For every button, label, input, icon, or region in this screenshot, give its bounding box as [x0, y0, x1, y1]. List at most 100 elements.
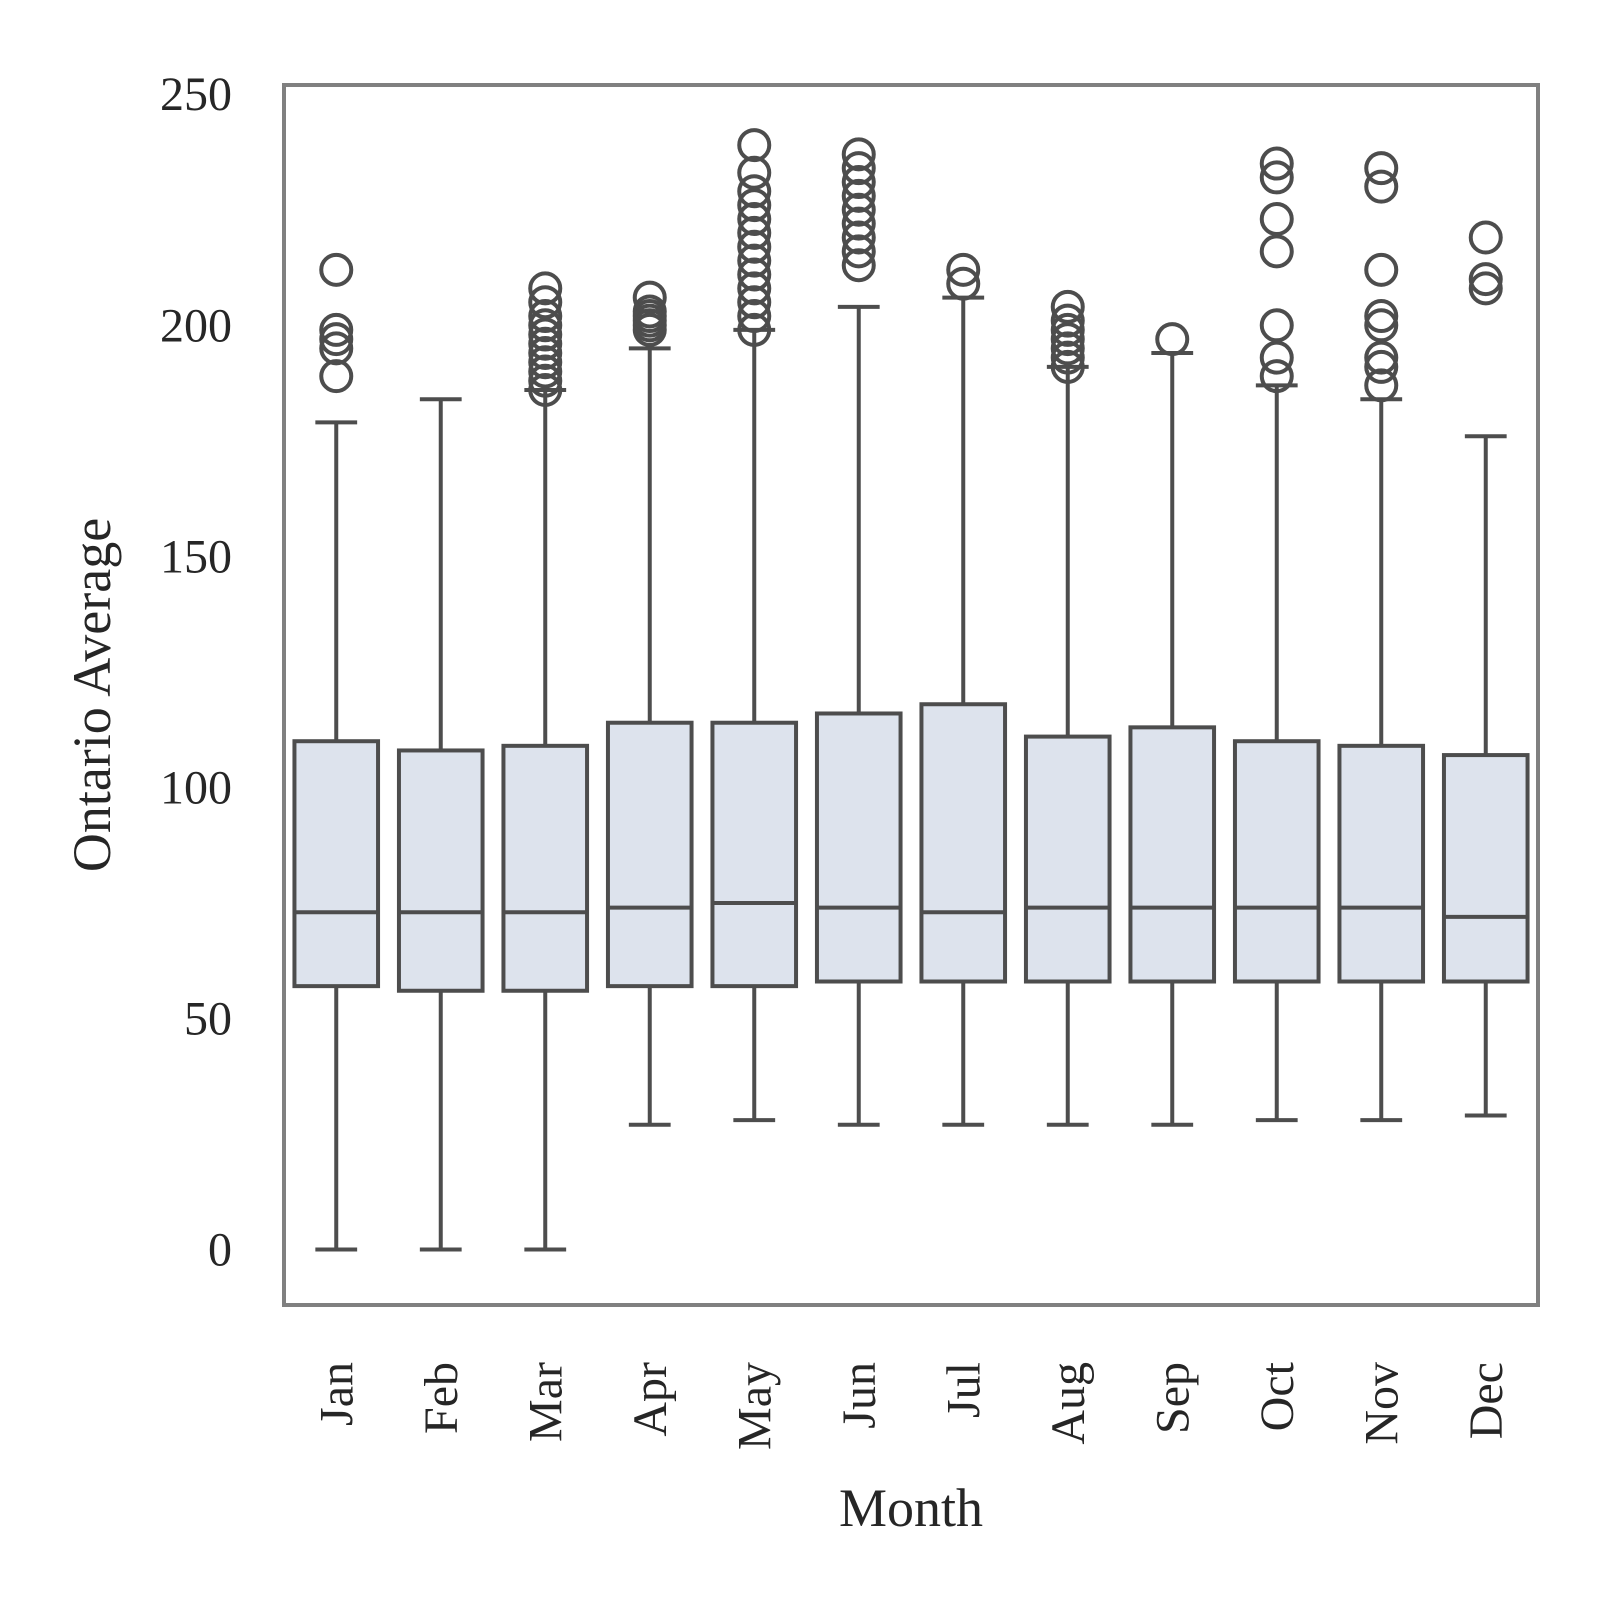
iqr-box: [1023, 734, 1112, 984]
outlier-point: [841, 165, 876, 200]
outlier-point: [841, 220, 876, 255]
outlier-point: [946, 252, 981, 287]
box-group: [605, 280, 694, 1127]
box-group: [1023, 289, 1112, 1127]
y-tick-label: 50: [184, 992, 232, 1045]
iqr-box: [919, 702, 1008, 984]
y-tick-labels: 0 50 100 150 200 250: [160, 68, 232, 1276]
iqr-box: [1128, 725, 1217, 984]
outlier-point: [1364, 169, 1399, 204]
outlier-point: [528, 299, 563, 334]
x-tick-label: Sep: [1146, 1362, 1199, 1434]
outlier-point: [319, 312, 354, 347]
x-tick-label: Nov: [1355, 1362, 1408, 1445]
x-tick-label: Dec: [1460, 1362, 1513, 1439]
outlier-point: [841, 192, 876, 227]
outlier-point: [528, 271, 563, 306]
x-tick-label: Apr: [624, 1362, 677, 1437]
outlier-point: [1259, 308, 1294, 343]
box-group: [710, 128, 799, 1123]
outlier-point: [1050, 289, 1085, 324]
outlier-point: [1364, 368, 1399, 403]
outlier-point: [1364, 299, 1399, 334]
outlier-point: [319, 331, 354, 366]
outlier-point: [737, 312, 772, 347]
boxes-layer: [292, 128, 1530, 1252]
outlier-point: [1050, 303, 1085, 338]
outlier-point: [737, 299, 772, 334]
outlier-point: [1259, 202, 1294, 237]
outlier-point: [1364, 252, 1399, 287]
outlier-point: [1259, 234, 1294, 269]
x-tick-label: Oct: [1251, 1361, 1304, 1431]
iqr-box: [605, 720, 694, 989]
x-tick-label: Jul: [937, 1362, 990, 1418]
outlier-point: [1050, 349, 1085, 384]
outlier-point: [528, 354, 563, 389]
outlier-point: [737, 215, 772, 250]
y-tick-label: 0: [208, 1224, 232, 1277]
outlier-point: [1050, 340, 1085, 375]
outlier-point: [737, 285, 772, 320]
outlier-point: [1468, 220, 1503, 255]
plot-frame: [282, 83, 1540, 1307]
iqr-box: [396, 748, 485, 993]
outlier-point: [1259, 160, 1294, 195]
outlier-point: [737, 271, 772, 306]
outlier-point: [737, 229, 772, 264]
x-tick-labels: Jan Feb Mar Apr May Jun Jul Aug Sep Oct Nov Dec: [310, 1361, 1513, 1450]
iqr-box: [501, 743, 590, 993]
outlier-point: [737, 243, 772, 278]
outlier-point: [1050, 331, 1085, 366]
outlier-point: [737, 128, 772, 163]
outlier-point: [737, 257, 772, 292]
outlier-point: [528, 345, 563, 380]
y-axis-label: Ontario Average: [62, 518, 122, 872]
outlier-point: [841, 234, 876, 269]
outlier-point: [1468, 262, 1503, 297]
y-tick-label: 150: [160, 530, 232, 583]
outlier-point: [528, 336, 563, 371]
box-group: [501, 271, 590, 1252]
iqr-box: [710, 720, 799, 989]
outlier-point: [528, 285, 563, 320]
outlier-point: [528, 317, 563, 352]
outlier-point: [1468, 271, 1503, 306]
outlier-point: [841, 178, 876, 213]
box-group: [814, 137, 903, 1127]
x-axis-label: Month: [839, 1478, 983, 1538]
y-tick-label: 100: [160, 761, 232, 814]
outlier-point: [1259, 359, 1294, 394]
box-group: [1128, 322, 1217, 1127]
x-tick-label: Mar: [519, 1362, 572, 1442]
iqr-box: [1441, 753, 1530, 984]
outlier-point: [1364, 308, 1399, 343]
outlier-point: [1364, 340, 1399, 375]
outlier-point: [1259, 340, 1294, 375]
outlier-point: [528, 373, 563, 407]
box-group: [1232, 146, 1321, 1123]
outlier-point: [1050, 322, 1085, 357]
box-group: [396, 397, 485, 1252]
x-tick-label: Aug: [1042, 1362, 1095, 1445]
y-tick-label: 200: [160, 299, 232, 352]
y-tick-label: 250: [160, 68, 232, 121]
outlier-point: [1364, 349, 1399, 384]
outlier-point: [528, 363, 563, 398]
box-group: [919, 252, 1008, 1127]
iqr-box: [292, 739, 381, 989]
outlier-point: [737, 188, 772, 223]
outlier-point: [737, 174, 772, 209]
box-group: [1441, 220, 1530, 1118]
iqr-box: [1337, 743, 1426, 984]
outlier-point: [1050, 312, 1085, 347]
box-group: [1337, 151, 1426, 1123]
outlier-point: [1155, 322, 1190, 357]
outlier-point: [1364, 151, 1399, 186]
outlier-point: [319, 252, 354, 287]
outlier-point: [946, 266, 981, 301]
outlier-point: [632, 280, 667, 315]
outlier-point: [528, 326, 563, 361]
outlier-point: [632, 294, 667, 329]
